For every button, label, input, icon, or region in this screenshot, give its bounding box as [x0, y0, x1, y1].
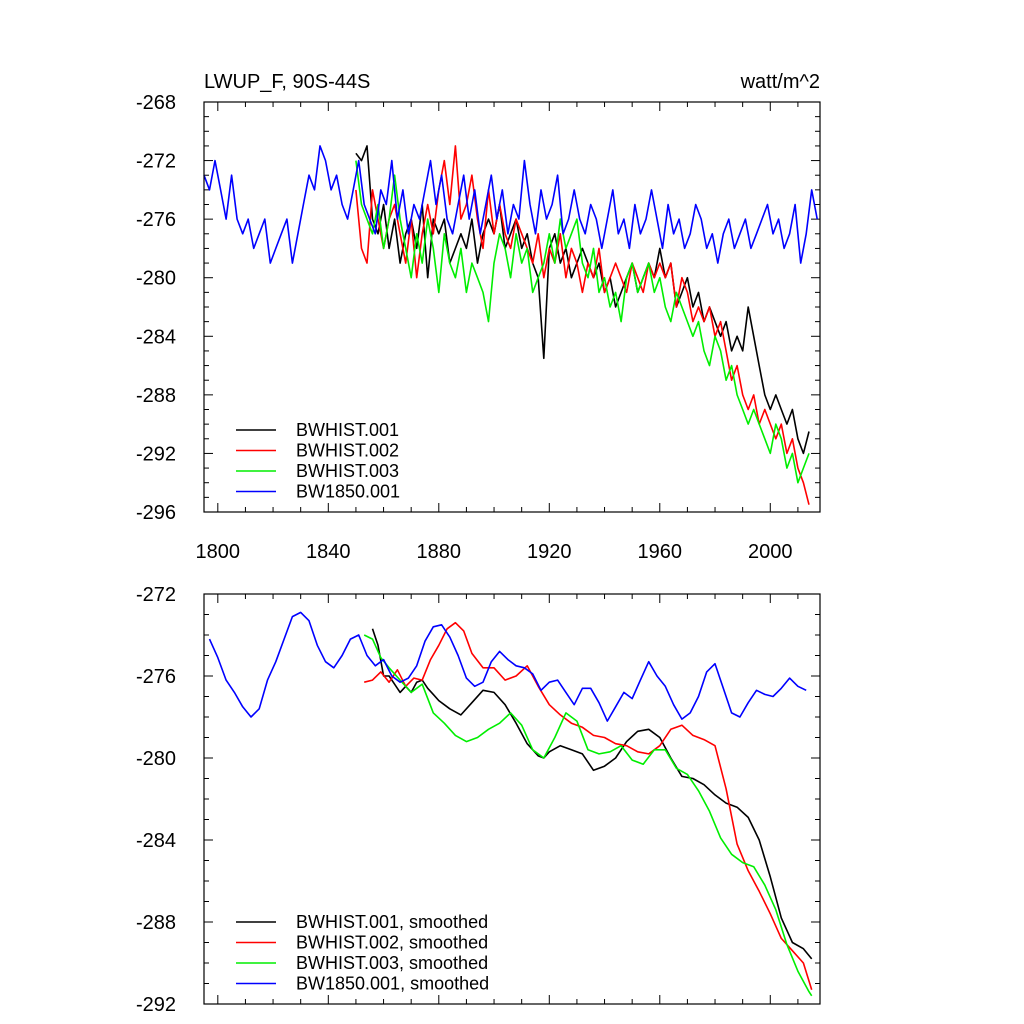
y-tick-label: -280: [136, 268, 176, 290]
legend-label: BWHIST.001, smoothed: [296, 912, 488, 932]
y-tick-label: -272: [136, 151, 176, 173]
top-panel-units: watt/m^2: [740, 71, 820, 93]
y-tick-label: -292: [136, 994, 176, 1016]
y-tick-label: -284: [136, 326, 176, 348]
legend-label: BWHIST.001: [296, 420, 399, 440]
top-panel-frame: [203, 101, 821, 513]
y-tick-label: -292: [136, 443, 176, 465]
x-tick-label: 1920: [527, 541, 572, 563]
series-line: [208, 611, 807, 722]
legend-label: BWHIST.003, smoothed: [296, 953, 488, 973]
series-line: [371, 628, 813, 960]
top-panel: LWUP_F, 90S-44S watt/m^2 -268 -272 -276 -28…: [136, 71, 821, 563]
series-line: [203, 145, 818, 264]
y-tick-label: -276: [136, 666, 176, 688]
y-tick-label: -280: [136, 748, 176, 770]
y-tick-label: -288: [136, 912, 176, 934]
bottom-panel: -272 -276 -280 -284 -288 -292 BWHIST.001, smo…: [136, 584, 821, 1016]
y-tick-label: -272: [136, 584, 176, 606]
legend-label: BW1850.001: [296, 482, 400, 502]
legend-label: BWHIST.002: [296, 441, 399, 461]
legend-label: BW1850.001, smoothed: [296, 974, 489, 994]
legend-label: BWHIST.003: [296, 461, 399, 481]
series-line: [363, 634, 813, 997]
y-tick-label: -284: [136, 830, 176, 852]
y-tick-label: -296: [136, 502, 176, 524]
bottom-panel-frame: [203, 593, 821, 1005]
x-tick-label: 1960: [638, 541, 683, 563]
y-tick-label: -276: [136, 209, 176, 231]
x-tick-label: 1840: [306, 541, 351, 563]
x-tick-label: 2000: [748, 541, 793, 563]
legend-label: BWHIST.002, smoothed: [296, 933, 488, 953]
y-tick-label: -288: [136, 385, 176, 407]
x-tick-label: 1800: [196, 541, 241, 563]
series-line: [364, 621, 813, 990]
y-tick-label: -268: [136, 92, 176, 114]
top-panel-title: LWUP_F, 90S-44S: [204, 71, 370, 93]
x-tick-label: 1880: [417, 541, 462, 563]
series-line: [355, 160, 810, 484]
